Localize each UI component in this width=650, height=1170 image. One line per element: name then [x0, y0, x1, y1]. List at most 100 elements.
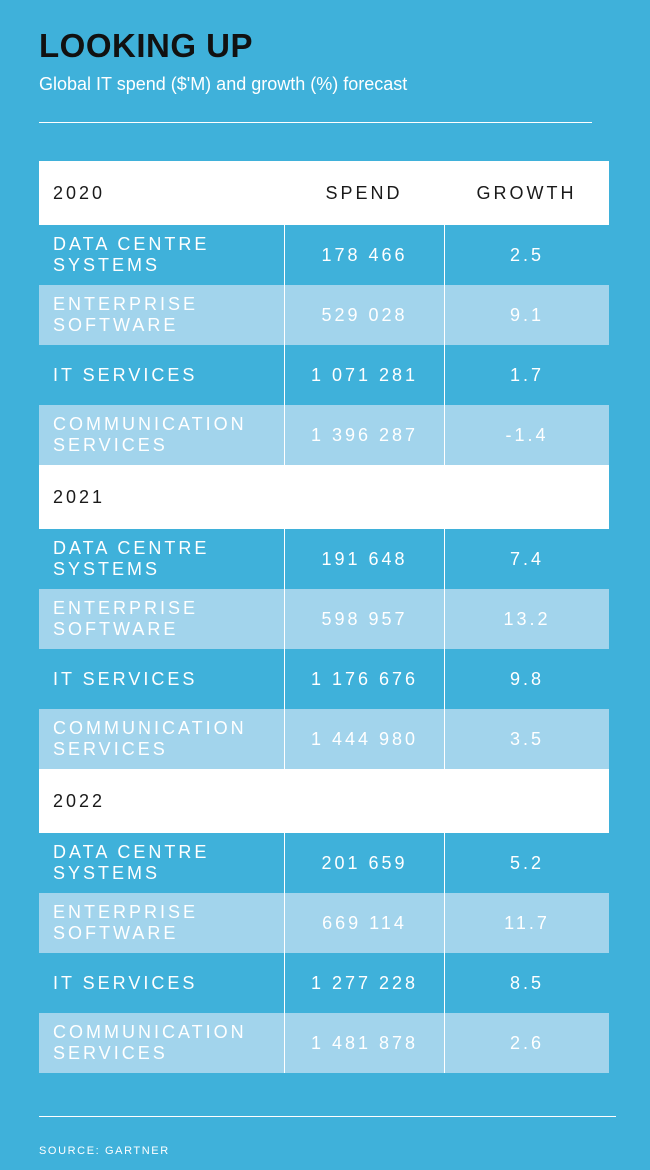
year-label-text: 2021	[53, 486, 106, 507]
category-label: COMMUNICATION SERVICES	[39, 405, 284, 465]
year-row-2022: 2022	[39, 769, 609, 833]
year-row-2020: 2020 SPEND GROWTH	[39, 161, 609, 225]
category-label: IT SERVICES	[39, 649, 284, 709]
table-row: IT SERVICES 1 071 281 1.7	[39, 345, 609, 405]
growth-value: 5.2	[444, 833, 609, 893]
category-label: IT SERVICES	[39, 345, 284, 405]
growth-value-text: 7.4	[509, 548, 545, 569]
growth-value: 9.8	[444, 649, 609, 709]
page-title: LOOKING UP	[39, 27, 254, 64]
spend-value-text: 1 444 980	[310, 728, 419, 749]
table-row: IT SERVICES 1 176 676 9.8	[39, 649, 609, 709]
source-note: SOURCE: GARTNER	[39, 1145, 170, 1157]
category-label-text: IT SERVICES	[53, 972, 198, 993]
growth-value-text: 11.7	[504, 912, 550, 933]
forecast-table: 2020 SPEND GROWTH DATA CENTRE SYSTEMS 178 46…	[39, 161, 609, 1073]
spend-value-text: 191 648	[321, 548, 408, 569]
growth-value: 11.7	[444, 893, 609, 953]
category-label-text: ENTERPRISE SOFTWARE	[53, 294, 199, 335]
table-row: DATA CENTRE SYSTEMS 178 466 2.5	[39, 225, 609, 285]
column-header-spend: SPEND	[284, 161, 444, 225]
growth-value-text: 9.8	[509, 668, 545, 689]
category-label-text: COMMUNICATION SERVICES	[53, 718, 247, 759]
growth-value: 9.1	[444, 285, 609, 345]
growth-value: 1.7	[444, 345, 609, 405]
growth-value: 7.4	[444, 529, 609, 589]
table-row: ENTERPRISE SOFTWARE 669 114 11.7	[39, 893, 609, 953]
spend-value: 529 028	[284, 285, 444, 345]
category-label-text: DATA CENTRE SYSTEMS	[53, 538, 210, 579]
category-label-text: IT SERVICES	[53, 364, 198, 385]
growth-value-text: 13.2	[503, 608, 551, 629]
year-label-text: 2022	[53, 790, 106, 811]
year-label: 2020	[39, 161, 284, 225]
spend-value-text: 669 114	[322, 912, 407, 933]
category-label-text: COMMUNICATION SERVICES	[53, 1022, 247, 1063]
table-row: ENTERPRISE SOFTWARE 529 028 9.1	[39, 285, 609, 345]
spend-value: 1 481 878	[284, 1013, 444, 1073]
category-label-text: IT SERVICES	[53, 668, 198, 689]
growth-value-text: 3.5	[509, 728, 545, 749]
growth-value-text: 8.5	[509, 972, 545, 993]
category-label: DATA CENTRE SYSTEMS	[39, 225, 284, 285]
column-header-growth-text: GROWTH	[476, 182, 577, 203]
table-row: COMMUNICATION SERVICES 1 396 287 -1.4	[39, 405, 609, 465]
year-label-text: 2020	[53, 182, 106, 203]
spend-value-text: 1 396 287	[310, 424, 419, 445]
spend-value: 669 114	[284, 893, 444, 953]
category-label: ENTERPRISE SOFTWARE	[39, 893, 284, 953]
spend-value: 1 176 676	[284, 649, 444, 709]
growth-value: 2.5	[444, 225, 609, 285]
growth-value: -1.4	[444, 405, 609, 465]
table-row: COMMUNICATION SERVICES 1 481 878 2.6	[39, 1013, 609, 1073]
category-label-text: DATA CENTRE SYSTEMS	[53, 842, 210, 883]
year-label: 2022	[39, 769, 284, 833]
table-row: DATA CENTRE SYSTEMS 201 659 5.2	[39, 833, 609, 893]
spend-value: 178 466	[284, 225, 444, 285]
category-label-text: COMMUNICATION SERVICES	[53, 414, 247, 455]
growth-value-text: 2.6	[509, 1032, 545, 1053]
growth-value-text: -1.4	[505, 424, 549, 445]
year-label: 2021	[39, 465, 284, 529]
table-row: COMMUNICATION SERVICES 1 444 980 3.5	[39, 709, 609, 769]
category-label: COMMUNICATION SERVICES	[39, 1013, 284, 1073]
spend-value-text: 1 071 281	[310, 364, 419, 385]
spend-value-text: 1 176 676	[310, 668, 419, 689]
spend-value: 191 648	[284, 529, 444, 589]
spend-value: 1 277 228	[284, 953, 444, 1013]
column-header-spend-text: SPEND	[325, 182, 403, 203]
category-label: ENTERPRISE SOFTWARE	[39, 589, 284, 649]
spend-value: 201 659	[284, 833, 444, 893]
bottom-divider	[39, 1116, 616, 1117]
table-row: ENTERPRISE SOFTWARE 598 957 13.2	[39, 589, 609, 649]
growth-value: 13.2	[444, 589, 609, 649]
spend-value-text: 178 466	[321, 244, 408, 265]
spend-value-text: 201 659	[321, 852, 408, 873]
growth-value: 2.6	[444, 1013, 609, 1073]
table-row: DATA CENTRE SYSTEMS 191 648 7.4	[39, 529, 609, 589]
category-label-text: ENTERPRISE SOFTWARE	[53, 902, 199, 943]
spend-value-text: 1 277 228	[310, 972, 419, 993]
category-label-text: DATA CENTRE SYSTEMS	[53, 234, 210, 275]
spend-value: 1 444 980	[284, 709, 444, 769]
spend-value-text: 1 481 878	[310, 1032, 419, 1053]
spend-value-text: 529 028	[321, 304, 408, 325]
category-label-text: ENTERPRISE SOFTWARE	[53, 598, 199, 639]
year-row-2021: 2021	[39, 465, 609, 529]
growth-value: 3.5	[444, 709, 609, 769]
spend-value: 598 957	[284, 589, 444, 649]
growth-value: 8.5	[444, 953, 609, 1013]
category-label: ENTERPRISE SOFTWARE	[39, 285, 284, 345]
top-divider	[39, 122, 592, 123]
category-label: COMMUNICATION SERVICES	[39, 709, 284, 769]
column-header-growth: GROWTH	[444, 161, 609, 225]
growth-value-text: 5.2	[509, 852, 545, 873]
table-row: IT SERVICES 1 277 228 8.5	[39, 953, 609, 1013]
category-label: IT SERVICES	[39, 953, 284, 1013]
growth-value-text: 2.5	[509, 244, 545, 265]
category-label: DATA CENTRE SYSTEMS	[39, 529, 284, 589]
page-subtitle: Global IT spend ($'M) and growth (%) for…	[39, 74, 408, 94]
growth-value-text: 1.7	[509, 364, 545, 385]
spend-value-text: 598 957	[321, 608, 408, 629]
category-label: DATA CENTRE SYSTEMS	[39, 833, 284, 893]
